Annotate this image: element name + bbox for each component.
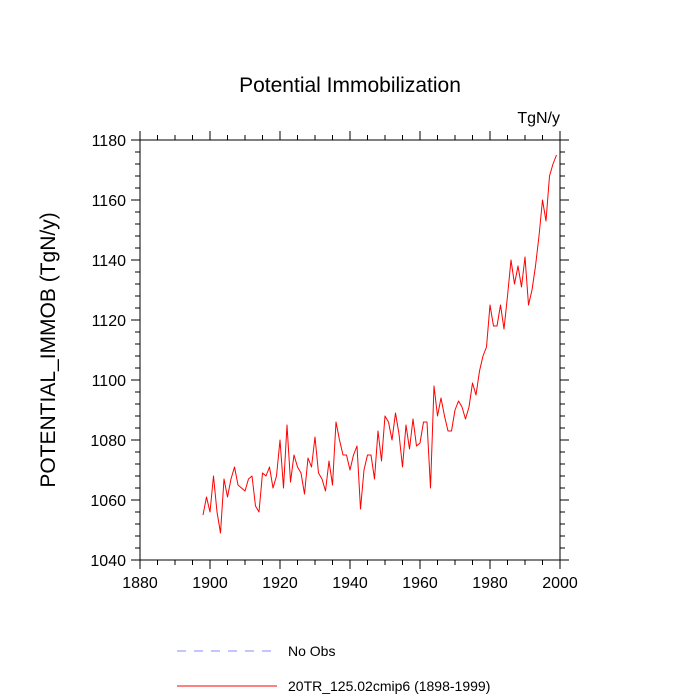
y-tick-label: 1160 <box>92 193 127 210</box>
y-tick-label: 1100 <box>92 373 127 390</box>
series-lines <box>202 154 557 534</box>
y-tick-label: 1140 <box>92 253 127 270</box>
x-tick-label: 1880 <box>122 575 158 592</box>
x-tick-label: 1980 <box>472 575 508 592</box>
chart-title: Potential Immobilization <box>239 74 461 97</box>
y-axis-label: POTENTIAL_IMMOB (TgN/y) <box>37 212 60 487</box>
y-tick-label: 1120 <box>92 313 127 330</box>
axis-ticks: 1880 1900 1920 1940 1960 1980 2000 1040 1060 1080… <box>90 131 578 592</box>
series-line-1 <box>202 154 557 534</box>
x-tick-label: 1940 <box>332 575 368 592</box>
legend-label-no-obs: No Obs <box>288 643 335 659</box>
y-tick-label: 1180 <box>92 133 127 150</box>
x-tick-label: 2000 <box>542 575 578 592</box>
y-tick-label: 1080 <box>90 433 126 450</box>
legend-label-model: 20TR_125.02cmip6 (1898-1999) <box>288 678 490 694</box>
units-label: TgN/y <box>517 110 560 127</box>
y-tick-label: 1040 <box>90 553 126 570</box>
plot-frame <box>139 139 561 561</box>
x-tick-label: 1960 <box>402 575 438 592</box>
x-tick-label: 1920 <box>262 575 298 592</box>
y-tick-label: 1060 <box>90 493 126 510</box>
x-tick-label: 1900 <box>192 575 228 592</box>
